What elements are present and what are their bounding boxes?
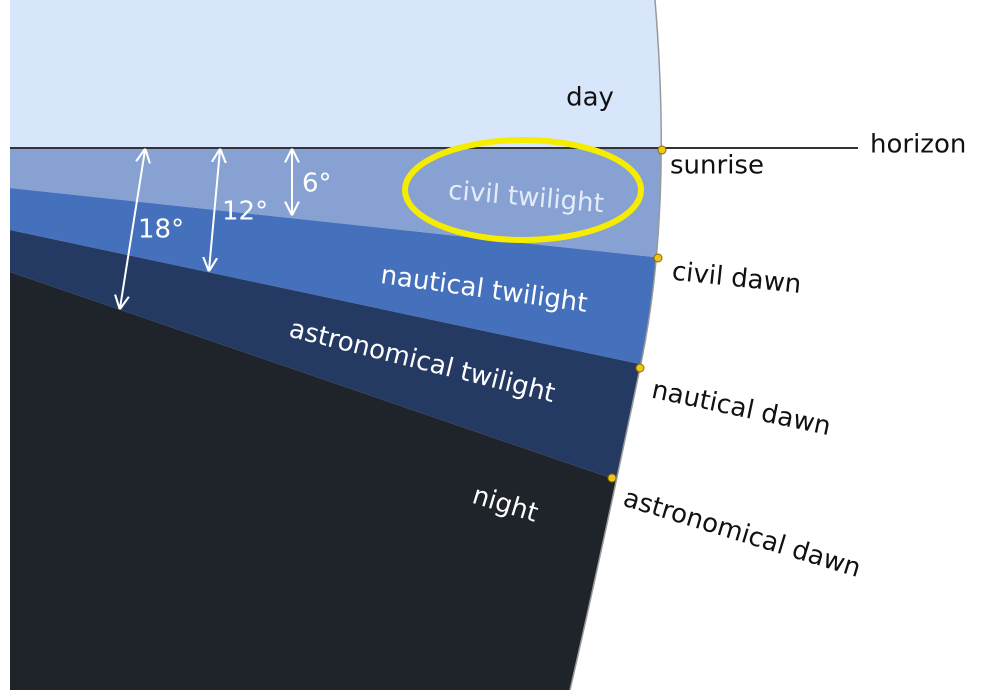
event-label: civil dawn [670,257,802,300]
angle-label: 12° [222,197,268,227]
angle-label: 6° [302,169,332,199]
dot [658,146,666,154]
event-label: nautical dawn [649,375,833,442]
event-label: astronomical dawn [620,483,865,584]
twilight-diagram: 6° 12° 18° day horizon sunrise civil twi… [0,0,998,690]
dot [636,364,644,372]
dot [654,254,662,262]
event-label: sunrise [670,151,764,181]
day-band [10,0,710,148]
region-label: day [566,83,614,113]
horizon-label: horizon [870,130,966,160]
dot [608,474,616,482]
angle-label: 18° [138,215,184,245]
